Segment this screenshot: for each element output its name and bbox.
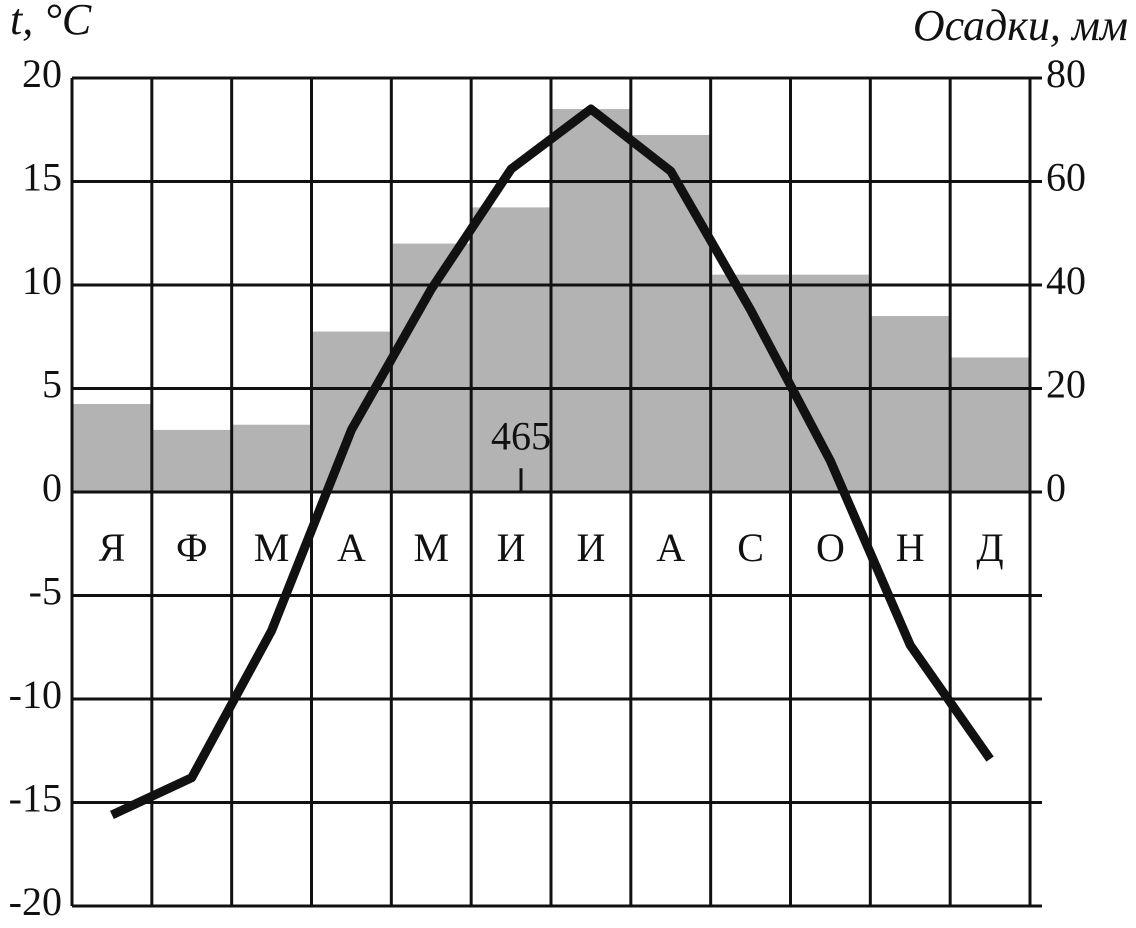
- y-tick-label: -5: [29, 569, 62, 614]
- x-tick-label: И: [576, 525, 605, 570]
- x-tick-label: М: [254, 525, 290, 570]
- bar: [72, 404, 152, 492]
- y-tick-label: 10: [22, 258, 62, 303]
- y-tick-label: -15: [9, 776, 62, 821]
- x-tick-label: А: [656, 525, 685, 570]
- x-tick-label: Ф: [176, 525, 208, 570]
- x-tick-label: Д: [976, 525, 1003, 570]
- label-bg: [485, 525, 538, 576]
- label-bg: [165, 525, 218, 576]
- bar: [391, 243, 472, 492]
- x-tick-label: Я: [99, 525, 126, 570]
- y2-tick-label: 0: [1046, 465, 1066, 510]
- bar: [630, 134, 711, 493]
- y-tick-label: 20: [22, 51, 62, 96]
- label-bg: [644, 525, 697, 576]
- bar: [551, 109, 631, 493]
- y-tick-label: 15: [22, 155, 62, 200]
- y2-tick-label: 60: [1046, 155, 1086, 200]
- bar: [311, 331, 392, 492]
- y2-tick-label: 20: [1046, 362, 1086, 407]
- x-tick-label: А: [337, 525, 366, 570]
- bar: [471, 207, 551, 492]
- y-tick-label: 0: [42, 465, 62, 510]
- annotation: 465: [491, 413, 551, 458]
- label-bg: [405, 525, 458, 576]
- x-tick-label: М: [413, 525, 449, 570]
- y-tick-label: -10: [9, 672, 62, 717]
- y-axis-title: t, °C: [10, 0, 92, 44]
- y-tick-label: -20: [9, 879, 62, 924]
- label-bg: [724, 525, 777, 576]
- label-bg: [85, 525, 138, 576]
- temperature-line: [110, 104, 994, 819]
- bar: [231, 424, 312, 492]
- bar: [151, 429, 232, 492]
- label-bg: [804, 525, 857, 576]
- x-tick-label: О: [816, 525, 845, 570]
- label-bg: [245, 525, 298, 576]
- x-tick-label: С: [737, 525, 764, 570]
- label-bg: [564, 525, 617, 576]
- y2-tick-label: 80: [1046, 51, 1086, 96]
- bar: [950, 357, 1030, 492]
- label-bg: [964, 525, 1017, 576]
- x-tick-label: И: [497, 525, 526, 570]
- y2-axis-title: Осадки, мм: [913, 1, 1128, 50]
- label-bg: [884, 525, 937, 576]
- y2-tick-label: 40: [1046, 258, 1086, 303]
- label-bg: [325, 525, 378, 576]
- bar: [870, 316, 951, 492]
- y-tick-label: 5: [42, 362, 62, 407]
- x-tick-label: Н: [896, 525, 925, 570]
